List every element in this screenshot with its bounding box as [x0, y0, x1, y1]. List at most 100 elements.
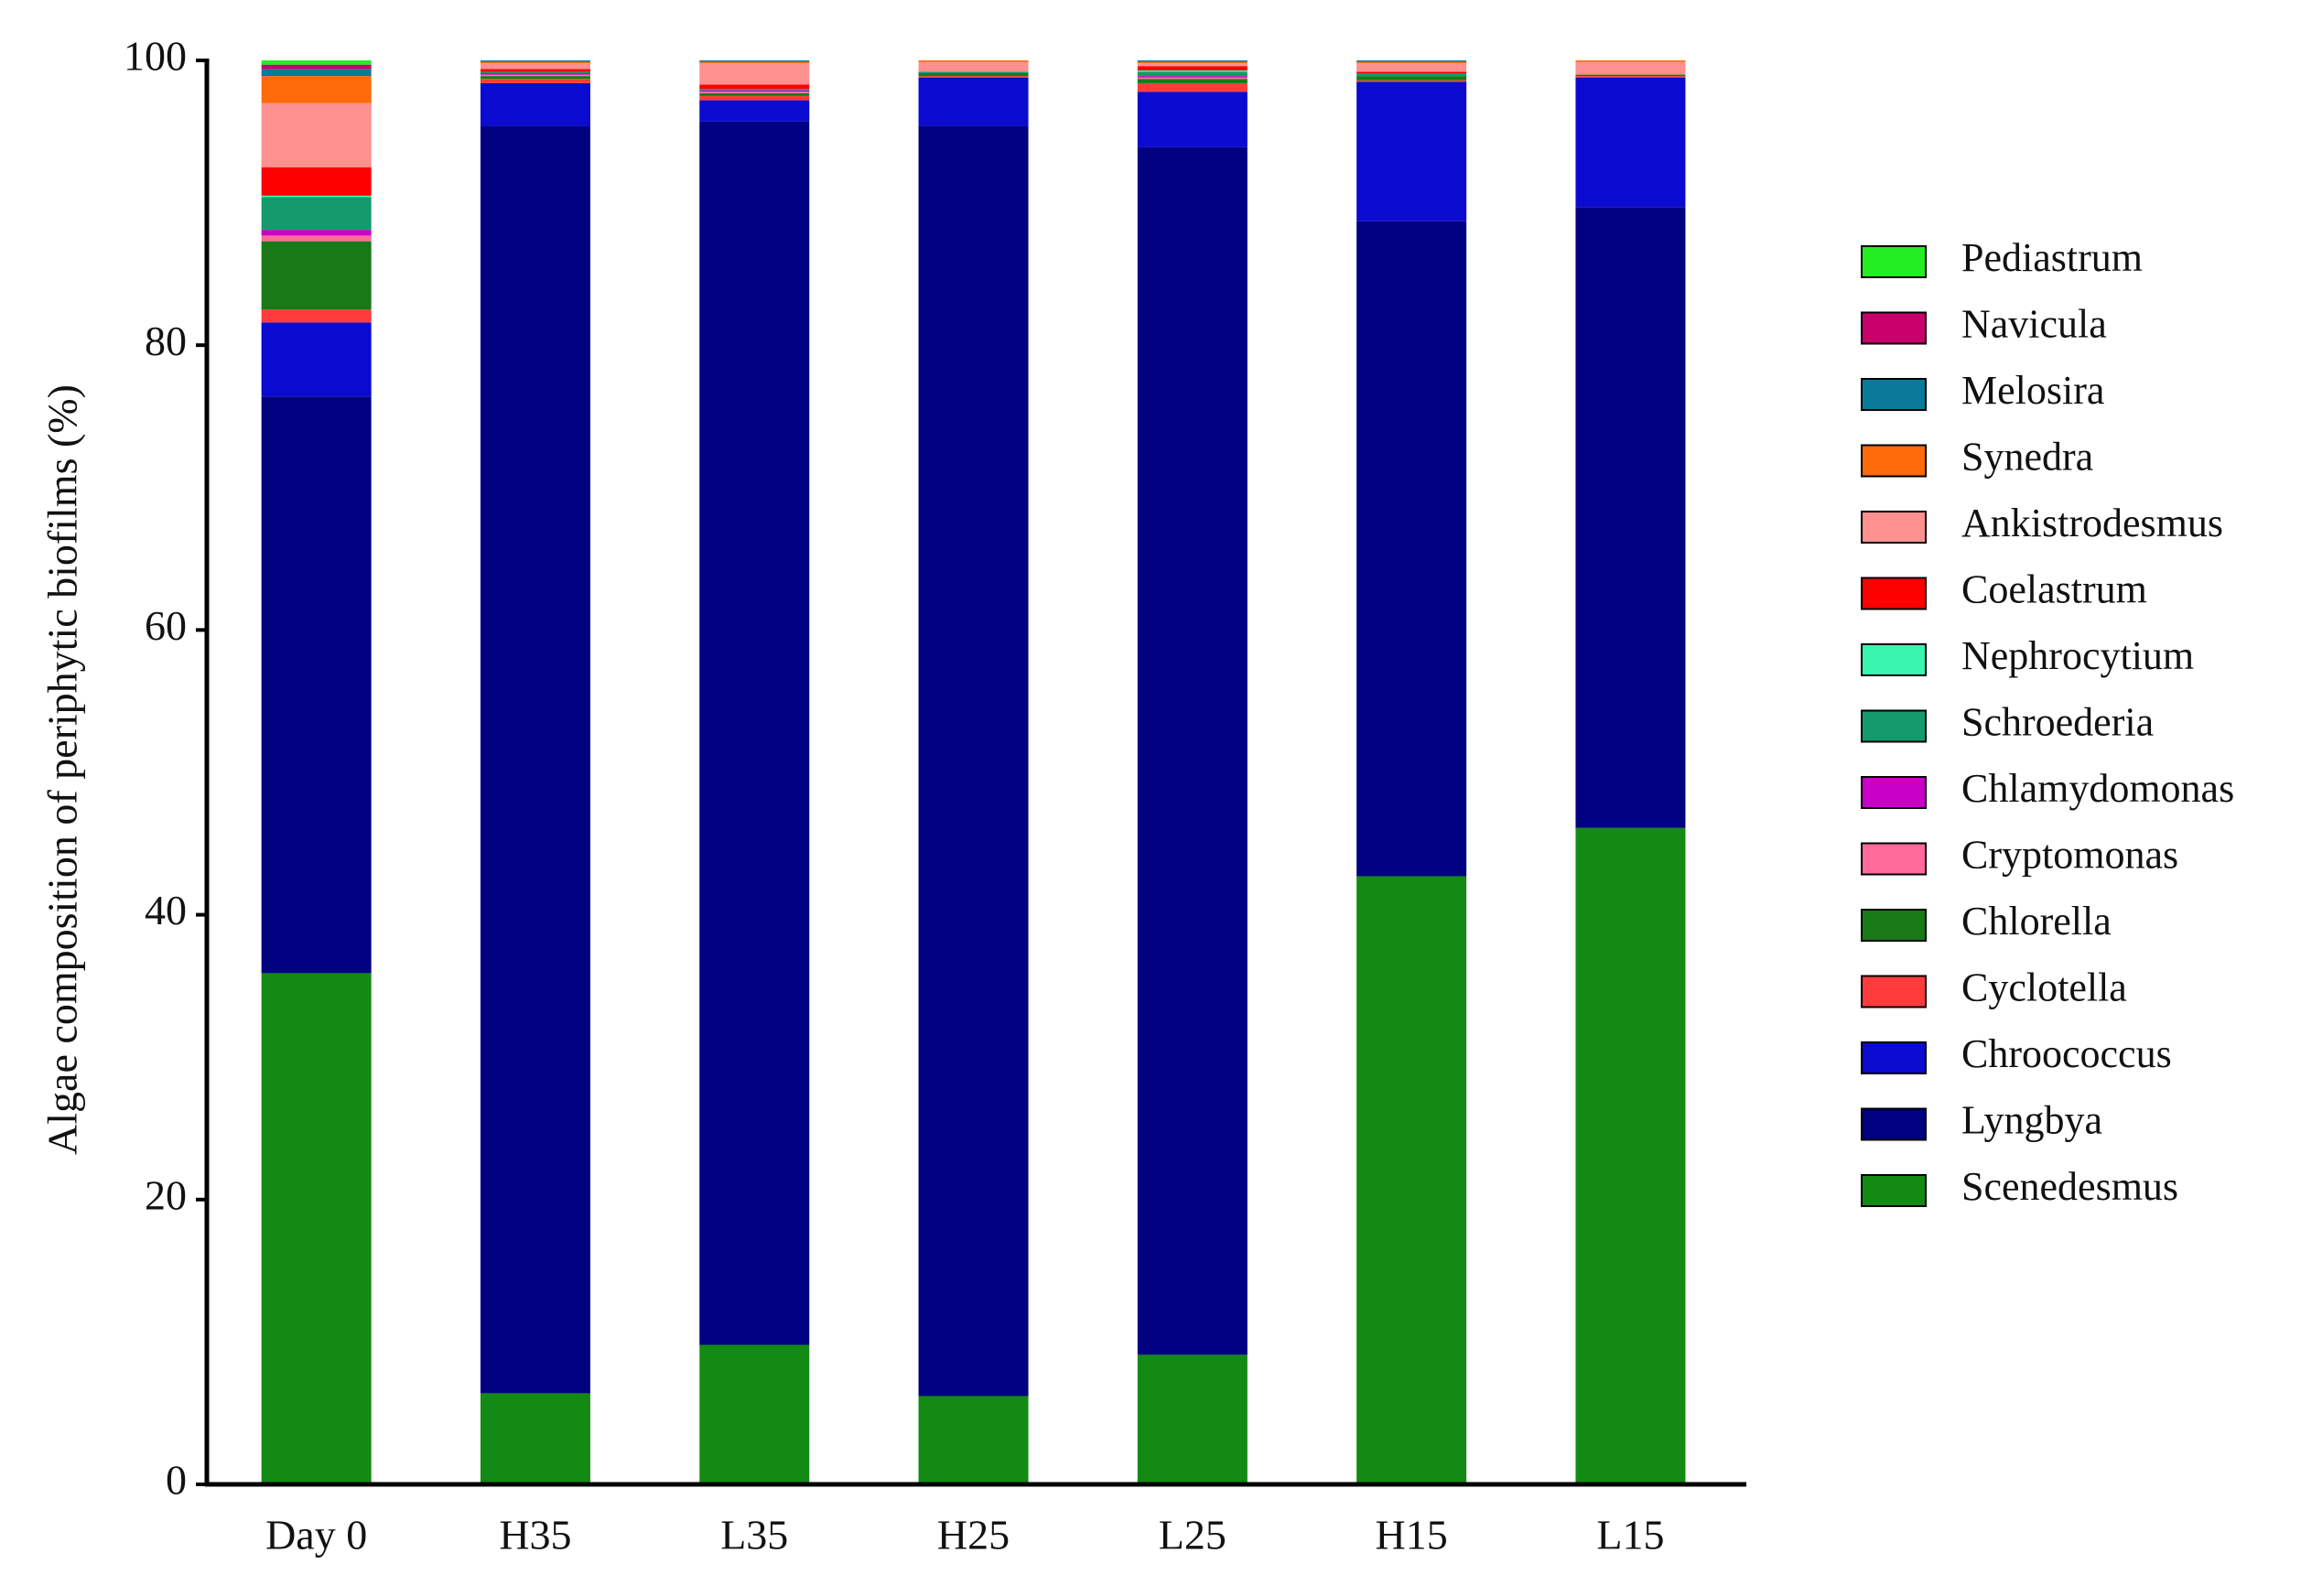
legend-label: Chroococcus: [1961, 1031, 2172, 1076]
x-tick-label: L15: [1596, 1512, 1664, 1558]
bar-segment: [1137, 77, 1248, 80]
legend-label: Lyngbya: [1961, 1098, 2102, 1143]
legend-label: Coelastrum: [1961, 567, 2147, 612]
bar-segment: [1137, 66, 1248, 70]
bar-segment: [480, 125, 590, 1394]
bar-segment: [480, 60, 590, 62]
legend-swatch: [1861, 909, 1927, 942]
legend-label: Melosira: [1961, 368, 2104, 413]
bar-segment: [1575, 76, 1686, 78]
legend-swatch: [1861, 709, 1927, 743]
bar-segment: [1137, 82, 1248, 92]
bar-segment: [1356, 63, 1467, 72]
bar-segment: [261, 322, 372, 397]
bar-segment: [918, 71, 1029, 74]
bar-segment: [699, 100, 810, 122]
bar-segment: [1137, 60, 1248, 62]
bar-segment: [918, 1396, 1029, 1484]
x-tick-label: H25: [937, 1512, 1010, 1558]
legend-label: Chlamydomonas: [1961, 766, 2234, 811]
bar-segment: [1356, 221, 1467, 877]
legend-label: Cyclotella: [1961, 965, 2127, 1010]
bar-segment: [261, 309, 372, 323]
legend-swatch: [1861, 842, 1927, 876]
bar-segment: [699, 89, 810, 91]
bar-segment: [918, 77, 1029, 126]
bar-segment: [261, 102, 372, 167]
legend-swatch: [1861, 1107, 1927, 1141]
bar-segment: [480, 76, 590, 80]
bar-segment: [261, 197, 372, 231]
bar-segment: [1137, 1354, 1248, 1484]
bar-segment: [261, 167, 372, 196]
bar-segment: [1575, 61, 1686, 75]
bar-segment: [1356, 80, 1467, 82]
bar-segment: [1356, 73, 1467, 77]
legend-label: Cryptomonas: [1961, 833, 2178, 878]
legend-label: Nephrocytium: [1961, 633, 2194, 678]
bar-segment: [699, 61, 810, 64]
legend-label: Scenedesmus: [1961, 1164, 2178, 1209]
bar-segment: [1137, 71, 1248, 77]
bar-segment: [480, 73, 590, 75]
bar-segment: [918, 61, 1029, 72]
x-tick-label: H15: [1376, 1512, 1448, 1558]
bar-segment: [261, 230, 372, 236]
legend-label: Pediastrum: [1961, 235, 2143, 280]
legend-label: Chlorella: [1961, 899, 2112, 944]
bar-segment: [699, 63, 810, 85]
legend-swatch: [1861, 577, 1927, 610]
y-tick-label: 0: [166, 1457, 187, 1504]
bar-segment: [699, 84, 810, 90]
bar-segment: [1356, 876, 1467, 1484]
bar-segment: [261, 195, 372, 198]
bar-segment: [1575, 60, 1686, 62]
bar-segment: [699, 92, 810, 96]
bar-segment: [699, 90, 810, 92]
y-tick-label: 100: [124, 33, 187, 80]
bar-segment: [918, 73, 1029, 77]
legend-swatch: [1861, 378, 1927, 411]
bar-segment: [1137, 70, 1248, 72]
bar-segment: [480, 79, 590, 83]
legend-swatch: [1861, 1174, 1927, 1207]
bar-segment: [261, 396, 372, 974]
legend-label: Ankistrodesmus: [1961, 501, 2223, 545]
bar-segment: [261, 76, 372, 103]
bar-segment: [1356, 81, 1467, 221]
bar-segment: [1137, 92, 1248, 147]
bar-segment: [261, 241, 372, 310]
bar-segment: [1356, 71, 1467, 74]
y-axis-label: Algae composition of periphytic biofilms…: [39, 384, 86, 1155]
bar-segment: [1137, 61, 1248, 64]
legend-swatch: [1861, 511, 1927, 544]
bar-segment: [1356, 76, 1467, 81]
x-tick-label: L25: [1159, 1512, 1226, 1558]
bar-segment: [261, 235, 372, 242]
bar-segment: [1356, 61, 1467, 64]
legend-swatch: [1861, 776, 1927, 809]
legend-swatch: [1861, 643, 1927, 676]
bar-segment: [261, 64, 372, 70]
bar-segment: [261, 69, 372, 77]
bar-segment: [261, 973, 372, 1484]
bar-segment: [261, 60, 372, 65]
bar-segment: [699, 1344, 810, 1484]
y-tick-label: 40: [145, 887, 187, 933]
bar-segment: [918, 60, 1029, 62]
bar-segment: [1137, 79, 1248, 83]
bar-segment: [699, 92, 810, 93]
bar-segment: [1575, 827, 1686, 1484]
legend-swatch: [1861, 1041, 1927, 1074]
x-tick-label: H35: [499, 1512, 571, 1558]
bar-segment: [918, 125, 1029, 1396]
bar-segment: [480, 1393, 590, 1484]
legend-swatch: [1861, 311, 1927, 345]
y-tick-label: 80: [145, 318, 187, 364]
bar-segment: [699, 60, 810, 62]
legend-swatch: [1861, 444, 1927, 478]
bar-segment: [1575, 74, 1686, 77]
legend-swatch: [1861, 245, 1927, 278]
